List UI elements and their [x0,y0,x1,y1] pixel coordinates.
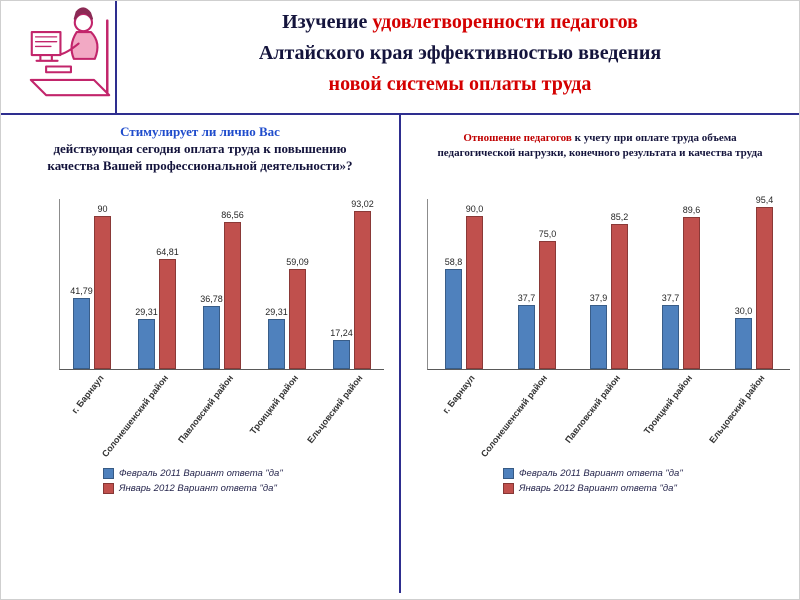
left-chart-title: Стимулирует ли лично Вас действующая сего… [1,115,399,199]
title-line-1: Изучение удовлетворенности педагогов [133,7,787,38]
title-line-2: Алтайского края эффективностью введения [258,42,662,64]
value-label: 17,24 [330,328,353,338]
right-chart-panel: Отношение педагогов к учету при оплате т… [401,115,799,599]
category-label: г. Барнаул [69,373,106,416]
category-label: Павловский район [175,373,235,445]
title-line-3: новой системы оплаты труда [328,73,592,95]
legend: Февраль 2011 Вариант ответа "да" Январь … [401,468,799,494]
category-labels: г. Барнаул Солонешенский район Павловский … [59,370,383,462]
value-label: 37,7 [661,293,680,303]
value-label: 59,09 [286,257,309,267]
value-label: 29,31 [135,307,158,317]
bar-series0-cat2 [590,305,607,369]
legend: Февраль 2011 Вариант ответа "да" Январь … [1,468,399,494]
category-label: Солонешенский район [479,373,550,459]
legend-swatch-jan-2012 [503,483,514,494]
legend-label-jan-2012: Январь 2012 Вариант ответа "да" [519,483,677,494]
legend-swatch-feb-2011 [103,468,114,479]
category-label: г. Барнаул [440,373,478,416]
right-chart-title-accent: Отношение педагогов [463,132,572,144]
bar-series0-cat1 [518,305,535,369]
bar-series0-cat4 [333,340,350,369]
category-label: Павловский район [562,373,622,445]
value-label: 90,0 [465,204,484,214]
category-label: Ельцовский район [707,373,767,446]
bar-series0-cat4 [735,318,752,369]
bar-series0-cat1 [138,319,155,369]
bar-series1-cat3 [289,269,306,369]
value-label: 37,7 [517,293,536,303]
bar-series1-cat4 [354,211,371,369]
value-label: 89,6 [682,205,701,215]
legend-label-jan-2012: Январь 2012 Вариант ответа "да" [119,483,277,494]
plot-area: 41,79 90 29,31 64,81 36,78 86,56 29,31 59,09 17,… [59,199,384,370]
bar-series1-cat2 [224,222,241,369]
title-line1-red: удовлетворенности педагогов [372,11,638,33]
value-label: 58,8 [444,257,463,267]
bar-series0-cat3 [662,305,679,369]
left-chart-title-rest: действующая сегодня оплата труда к повыш… [47,141,353,173]
category-label: Солонешенский район [99,373,171,459]
category-labels: г. Барнаул Солонешенский район Павловский … [427,370,789,462]
category-label: Троицкий район [247,373,300,437]
panel-divider-line [399,115,401,593]
legend-label-feb-2011: Февраль 2011 Вариант ответа "да" [519,468,683,479]
legend-swatch-feb-2011 [503,468,514,479]
header: Изучение удовлетворенности педагогов Алт… [1,1,799,113]
value-label: 41,79 [70,286,93,296]
legend-item-feb-2011: Февраль 2011 Вариант ответа "да" [103,468,283,479]
value-label: 75,0 [538,229,557,239]
value-label: 85,2 [610,212,629,222]
value-label: 37,9 [589,293,608,303]
slide-title: Изучение удовлетворенности педагогов Алт… [133,7,787,100]
legend-swatch-jan-2012 [103,483,114,494]
bar-series1-cat1 [539,241,556,369]
bar-series0-cat3 [268,319,285,369]
person-computer-clipart [27,3,113,109]
value-label: 93,02 [351,199,374,209]
header-divider-line [115,1,117,113]
bar-series1-cat3 [683,217,700,369]
right-chart-title-rest: к учету при оплате труда объема педагоги… [437,132,763,159]
bar-series1-cat4 [756,207,773,369]
legend-item-feb-2011: Февраль 2011 Вариант ответа "да" [503,468,683,479]
value-label: 64,81 [156,247,179,257]
value-label: 29,31 [265,307,288,317]
value-label: 36,78 [200,294,223,304]
left-chart-panel: Стимулирует ли лично Вас действующая сего… [1,115,399,599]
category-label: Троицкий район [641,373,695,437]
plot-area: 58,8 90,0 37,7 75,0 37,9 85,2 37,7 89,6 30,0 95,4 [427,195,790,370]
legend-item-jan-2012: Январь 2012 Вариант ответа "да" [503,483,677,494]
left-chart-title-accent: Стимулирует ли лично Вас [120,124,280,139]
bar-series1-cat2 [611,224,628,369]
legend-label-feb-2011: Февраль 2011 Вариант ответа "да" [119,468,283,479]
value-label: 95,4 [755,195,774,205]
category-label: Ельцовский район [305,373,365,446]
bar-series1-cat0 [466,216,483,369]
value-label: 90 [97,204,108,214]
right-chart-title: Отношение педагогов к учету при оплате т… [401,115,799,199]
bar-series0-cat0 [445,269,462,369]
bar-series1-cat0 [94,216,111,369]
title-line1-dark: Изучение [282,11,373,33]
legend-item-jan-2012: Январь 2012 Вариант ответа "да" [103,483,277,494]
value-label: 30,0 [734,306,753,316]
bar-series0-cat2 [203,306,220,369]
value-label: 86,56 [221,210,244,220]
bar-series0-cat0 [73,298,90,369]
charts-area: Стимулирует ли лично Вас действующая сего… [1,113,799,599]
bar-series1-cat1 [159,259,176,369]
person-computer-icon [29,7,111,97]
